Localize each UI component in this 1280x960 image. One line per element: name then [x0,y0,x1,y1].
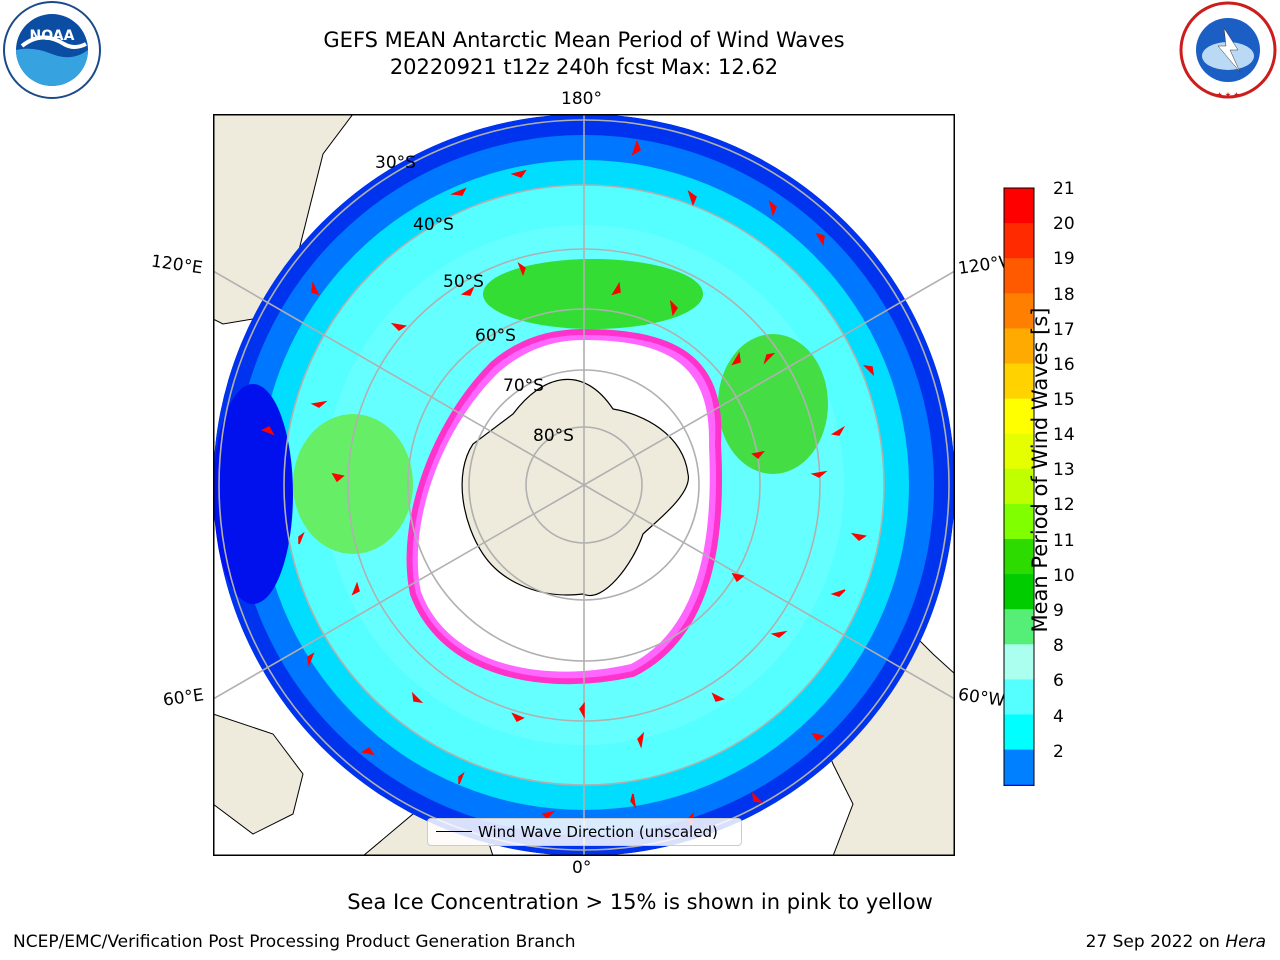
colorbar-segment [1004,328,1034,364]
legend-label: Wind Wave Direction (unscaled) [478,823,718,841]
colorbar-tick-label: 15 [1053,390,1075,410]
footer-date: 27 Sep 2022 on [1085,932,1226,952]
colorbar-segment [1004,293,1034,329]
colorbar-segment [1004,714,1034,751]
colorbar-tick-label: 10 [1053,566,1075,586]
colorbar-tick-label: 12 [1053,495,1075,515]
colorbar-segment [1004,609,1034,645]
colorbar-tick-label: 16 [1053,355,1075,375]
polar-map: 30°S 40°S 50°S 60°S 70°S 80°S [213,114,955,856]
colorbar-tick-label: 14 [1053,425,1075,445]
colorbar-segment [1004,539,1034,575]
colorbar-tick-label: 13 [1053,460,1075,480]
colorbar-tick-label: 19 [1053,249,1075,269]
colorbar-label: Mean Period of Wind Waves [s] [1028,307,1052,633]
lat-label-50s: 50°S [443,272,484,292]
lat-label-30s: 30°S [375,153,416,173]
legend-line-swatch [436,831,472,832]
lon-label-180: 180° [561,89,602,109]
title-line-1: GEFS MEAN Antarctic Mean Period of Wind … [323,28,845,52]
colorbar-tick-label: 2 [1053,742,1064,762]
nws-logo: ★ ★ ★ [1179,1,1277,99]
lon-label-120e: 120°E [149,251,204,279]
lat-label-70s: 70°S [503,376,544,396]
colorbar-segment [1004,188,1034,224]
lat-label-60s: 60°S [475,326,516,346]
lon-label-60w: 60°W [956,684,1007,712]
colorbar-frame [1003,187,1035,786]
colorbar-segment [1004,784,1034,786]
colorbar-segment [1004,644,1034,680]
colorbar-segment [1004,223,1034,259]
svg-text:NOAA: NOAA [30,28,75,44]
lon-label-60e: 60°E [161,685,206,711]
colorbar-segment [1004,258,1034,294]
colorbar-segment [1004,679,1034,715]
title-line-2: 20220921 t12z 240h fcst Max: 12.62 [389,55,779,79]
colorbar-tick-label: 20 [1053,214,1075,234]
colorbar-tick-label: 8 [1053,636,1064,656]
lat-label-80s: 80°S [533,426,574,446]
subtitle: Sea Ice Concentration > 15% is shown in … [347,890,933,914]
wind-wave-arrows [261,139,875,829]
colorbar-tick-label: 9 [1053,601,1064,621]
footer-left: NCEP/EMC/Verification Post Processing Pr… [13,932,576,952]
colorbar-tick-label: 17 [1053,320,1075,340]
colorbar-tick-label: 4 [1053,707,1064,727]
colorbar-segment [1004,468,1034,505]
colorbar-segment [1004,433,1034,470]
lon-label-0: 0° [572,858,592,878]
colorbar-segment [1004,574,1034,610]
colorbar-segment [1004,398,1034,435]
colorbar-segment [1004,363,1034,400]
footer-host: Hera [1225,932,1266,952]
footer-right: 27 Sep 2022 on Hera [1086,932,1266,952]
colorbar-tick-label: 6 [1053,671,1064,691]
svg-text:★ ★ ★: ★ ★ ★ [1216,91,1239,99]
noaa-logo: NOAA [3,1,101,99]
colorbar-tick-label: 18 [1053,285,1075,305]
colorbar [1003,187,1035,786]
lat-label-40s: 40°S [413,215,454,235]
colorbar-segment [1004,749,1034,786]
colorbar-segment [1004,503,1034,540]
map-legend: Wind Wave Direction (unscaled) [427,818,742,846]
colorbar-tick-label: 21 [1053,179,1075,199]
colorbar-tick-label: 11 [1053,531,1075,551]
